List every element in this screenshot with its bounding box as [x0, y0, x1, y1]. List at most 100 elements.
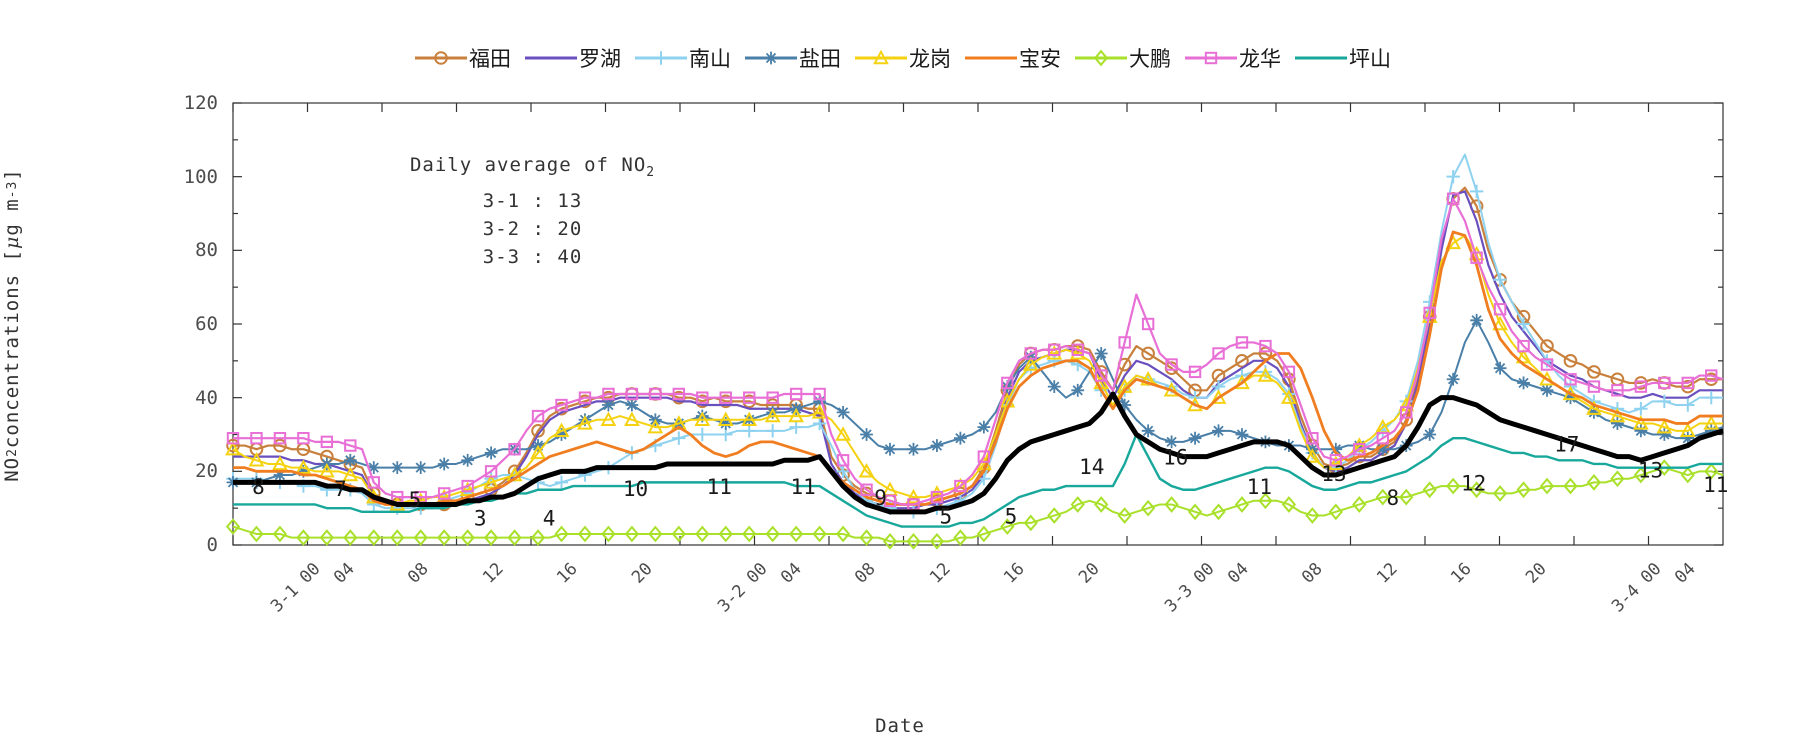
data-marker: [1586, 400, 1602, 415]
data-marker: [390, 529, 405, 546]
data-marker: [695, 525, 710, 543]
data-marker: [1611, 417, 1624, 430]
data-marker: [671, 525, 686, 543]
data-marker: [1423, 306, 1436, 320]
data-marker: [1539, 477, 1555, 495]
data-marker: [883, 442, 897, 456]
chart-svg: 8 7 5 3 4 10 11 11 9 5 5 14 16 11 13 8 12 17 13 11: [225, 102, 1728, 550]
data-marker: [930, 490, 944, 504]
average-value-label: 12: [1461, 471, 1486, 495]
legend-item-6[interactable]: 宝安: [965, 43, 1061, 73]
legend-line: [415, 56, 467, 60]
data-marker: [1704, 424, 1718, 438]
data-marker: [719, 427, 733, 442]
data-marker: [648, 525, 663, 543]
data-marker: [1023, 514, 1038, 532]
data-marker: [554, 525, 569, 543]
legend-label: 宝安: [1019, 47, 1061, 71]
data-marker: [742, 424, 756, 438]
data-marker: [1446, 372, 1460, 386]
legend-item-2[interactable]: 罗湖: [525, 43, 621, 73]
data-marker: [811, 404, 828, 419]
average-line-path: [233, 391, 1724, 515]
data-marker: [1188, 365, 1202, 379]
data-marker: [273, 468, 287, 482]
legend-label: 坪山: [1349, 47, 1391, 71]
data-marker: [1234, 374, 1250, 390]
average-value-label: 16: [1163, 446, 1188, 470]
data-marker: [695, 427, 709, 442]
legend-label: 盐田: [799, 47, 841, 71]
data-marker: [343, 453, 357, 467]
annotation-title: Daily average of NO2: [410, 151, 655, 187]
data-marker: [858, 463, 875, 478]
data-marker: [718, 525, 733, 543]
y-tick-label: 40: [195, 386, 218, 409]
data-marker: [1634, 380, 1648, 393]
legend-item-7[interactable]: 大鹏: [1075, 43, 1171, 73]
data-marker: [1376, 442, 1390, 456]
data-marker: [250, 431, 263, 445]
data-marker: [1399, 488, 1414, 506]
data-marker: [1446, 477, 1461, 495]
legend-item-9[interactable]: 坪山: [1295, 43, 1391, 73]
data-marker: [765, 424, 780, 438]
legend-marker-circle-icon: [434, 51, 448, 65]
data-marker: [507, 529, 522, 546]
data-marker: [1564, 373, 1577, 386]
data-marker: [484, 446, 498, 460]
annotation-row: 3-1 : 13: [482, 189, 583, 212]
data-marker: [1587, 380, 1601, 393]
legend-item-8[interactable]: 龙华: [1185, 43, 1281, 73]
data-marker: [813, 387, 826, 401]
data-marker: [813, 394, 827, 408]
data-marker: [1493, 273, 1507, 287]
data-marker: [1306, 431, 1319, 445]
data-marker: [624, 525, 640, 543]
average-value-label: 13: [1638, 458, 1663, 482]
data-marker: [367, 476, 380, 489]
data-marker: [1564, 391, 1577, 405]
data-marker: [1470, 313, 1484, 327]
data-marker: [719, 391, 732, 404]
legend-item-3[interactable]: 南山: [635, 43, 731, 73]
data-marker: [1492, 485, 1508, 502]
data-marker: [1681, 376, 1695, 390]
average-value-label: 8: [252, 475, 265, 499]
legend-label: 福田: [469, 47, 511, 71]
data-marker: [1141, 317, 1155, 331]
data-marker: [1235, 354, 1249, 368]
data-marker: [295, 459, 312, 474]
legend-line: [965, 56, 1017, 60]
data-marker: [1563, 354, 1578, 368]
data-marker: [342, 466, 359, 482]
data-marker: [1094, 369, 1108, 382]
data-marker: [1446, 192, 1460, 205]
data-marker: [764, 407, 781, 423]
data-marker: [1305, 507, 1320, 524]
data-marker: [929, 485, 945, 500]
y-tick-label: 120: [183, 92, 218, 114]
data-marker: [672, 431, 686, 445]
data-marker: [788, 407, 805, 423]
data-marker: [530, 529, 546, 546]
legend-item-1[interactable]: 福田: [415, 43, 511, 73]
legend-item-4[interactable]: 盐田: [745, 43, 841, 73]
data-marker: [1165, 358, 1178, 371]
legend-label: 龙岗: [909, 47, 951, 71]
data-marker: [390, 461, 404, 475]
legend-swatch: [525, 49, 577, 67]
data-marker: [577, 525, 593, 543]
data-marker: [1680, 466, 1695, 484]
data-marker: [366, 529, 381, 546]
legend-item-5[interactable]: 龙岗: [855, 43, 951, 73]
data-marker: [1610, 470, 1625, 488]
average-value-label: 11: [1703, 473, 1728, 497]
data-marker: [1469, 481, 1484, 499]
data-marker: [1470, 251, 1483, 264]
average-value-label: 9: [874, 486, 887, 510]
data-marker: [483, 474, 499, 489]
average-value-label: 11: [1247, 475, 1272, 499]
data-marker: [437, 529, 452, 546]
annotation-row: 3-2 : 20: [482, 217, 583, 240]
